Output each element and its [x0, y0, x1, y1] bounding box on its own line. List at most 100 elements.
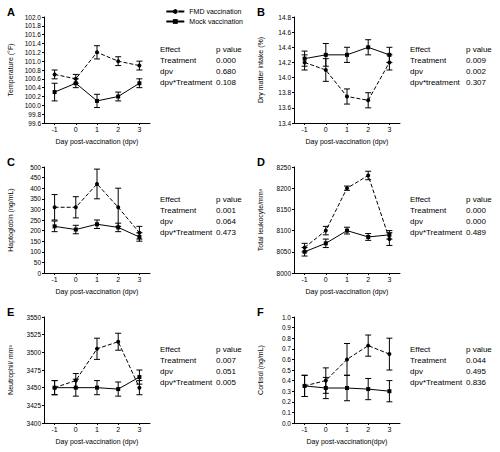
svg-text:1: 1: [95, 126, 99, 133]
svg-text:2: 2: [116, 276, 120, 283]
svg-text:Mock vaccination: Mock vaccination: [189, 18, 243, 25]
svg-text:Day post-vaccination (dpv): Day post-vaccination (dpv): [56, 138, 139, 146]
svg-text:2: 2: [116, 426, 120, 433]
svg-text:FMD vaccination: FMD vaccination: [189, 8, 241, 15]
svg-text:0.108: 0.108: [216, 78, 237, 87]
svg-text:99.6: 99.6: [28, 120, 41, 127]
svg-text:Day post-vaccination(dpv): Day post-vaccination(dpv): [307, 438, 388, 446]
svg-text:p value: p value: [216, 195, 242, 204]
svg-text:14.4: 14.4: [278, 44, 291, 51]
svg-text:100.0: 100.0: [25, 102, 42, 109]
svg-text:100: 100: [30, 248, 41, 255]
svg-text:0.307: 0.307: [466, 78, 487, 87]
svg-text:101.2: 101.2: [25, 49, 42, 56]
svg-text:3450: 3450: [27, 384, 42, 391]
svg-text:0: 0: [324, 426, 328, 433]
svg-text:Cortisol (ng/mL): Cortisol (ng/mL): [257, 345, 265, 395]
svg-text:14.2: 14.2: [278, 59, 291, 66]
svg-text:0.1: 0.1: [282, 409, 291, 416]
svg-text:3425: 3425: [27, 402, 42, 409]
svg-text:0.6: 0.6: [282, 356, 291, 363]
svg-text:150: 150: [30, 238, 41, 245]
svg-text:Total leukocyte/mm³: Total leukocyte/mm³: [257, 188, 265, 251]
svg-text:Temperature (°F): Temperature (°F): [7, 44, 15, 97]
svg-text:3: 3: [137, 276, 141, 283]
svg-text:100.4: 100.4: [25, 84, 42, 91]
svg-text:0: 0: [74, 126, 78, 133]
svg-text:0: 0: [324, 276, 328, 283]
svg-text:dpv: dpv: [410, 67, 423, 76]
svg-text:0.4: 0.4: [282, 377, 291, 384]
svg-text:8100: 8100: [277, 227, 292, 234]
svg-text:3: 3: [387, 276, 391, 283]
svg-text:p value: p value: [216, 45, 242, 54]
svg-text:101.4: 101.4: [25, 40, 42, 47]
svg-text:0: 0: [324, 126, 328, 133]
svg-text:dpv*treatment: dpv*treatment: [410, 78, 461, 87]
svg-text:0.051: 0.051: [216, 367, 237, 376]
svg-text:100.6: 100.6: [25, 75, 42, 82]
svg-text:0: 0: [74, 426, 78, 433]
svg-text:dpv: dpv: [410, 217, 423, 226]
svg-text:Effect: Effect: [160, 345, 181, 354]
svg-text:3: 3: [387, 126, 391, 133]
svg-text:Dry matter intake (%): Dry matter intake (%): [257, 37, 265, 103]
svg-text:0.009: 0.009: [466, 56, 487, 65]
svg-text:dpv: dpv: [160, 367, 173, 376]
svg-text:3: 3: [387, 426, 391, 433]
svg-text:Effect: Effect: [410, 345, 431, 354]
svg-text:1: 1: [95, 426, 99, 433]
svg-text:0.000: 0.000: [466, 206, 487, 215]
svg-text:101.0: 101.0: [25, 58, 42, 65]
svg-text:50: 50: [34, 259, 42, 266]
svg-text:13.8: 13.8: [278, 89, 291, 96]
svg-text:14.8: 14.8: [278, 14, 291, 21]
svg-text:0.007: 0.007: [216, 356, 237, 365]
svg-text:Day post-vaccination (dpv): Day post-vaccination (dpv): [56, 438, 139, 446]
svg-text:Neutrophil/ mm³: Neutrophil/ mm³: [7, 344, 15, 394]
svg-text:3: 3: [137, 426, 141, 433]
svg-text:Effect: Effect: [410, 45, 431, 54]
svg-text:Treatment: Treatment: [160, 206, 197, 215]
svg-text:dpv*Treatment: dpv*Treatment: [160, 228, 213, 237]
svg-text:-1: -1: [51, 276, 57, 283]
svg-text:8000: 8000: [277, 270, 292, 277]
svg-text:3525: 3525: [27, 331, 42, 338]
svg-text:500: 500: [30, 164, 41, 171]
svg-text:Treatment: Treatment: [160, 56, 197, 65]
svg-text:300: 300: [30, 206, 41, 213]
svg-text:200: 200: [30, 227, 41, 234]
svg-text:Haptoglobin (ng/mL): Haptoglobin (ng/mL): [7, 188, 15, 251]
svg-text:101.8: 101.8: [25, 22, 42, 29]
svg-text:450: 450: [30, 174, 41, 181]
svg-text:14.6: 14.6: [278, 29, 291, 36]
svg-text:0.000: 0.000: [216, 56, 237, 65]
svg-text:0.064: 0.064: [216, 217, 237, 226]
svg-text:Day post-vaccination (dpv): Day post-vaccination (dpv): [306, 138, 389, 146]
svg-text:3: 3: [137, 126, 141, 133]
svg-text:Day post-vaccination (dpv): Day post-vaccination (dpv): [56, 288, 139, 296]
svg-text:0.680: 0.680: [216, 67, 237, 76]
svg-text:dpv*Treatment: dpv*Treatment: [160, 78, 213, 87]
svg-text:1.0: 1.0: [282, 314, 291, 321]
svg-text:p value: p value: [466, 195, 492, 204]
svg-text:350: 350: [30, 195, 41, 202]
svg-text:8250: 8250: [277, 164, 292, 171]
svg-text:1: 1: [345, 426, 349, 433]
svg-text:Effect: Effect: [410, 195, 431, 204]
svg-text:0.8: 0.8: [282, 335, 291, 342]
svg-text:dpv: dpv: [160, 67, 173, 76]
svg-text:3475: 3475: [27, 367, 42, 374]
svg-text:Treatment: Treatment: [410, 356, 447, 365]
svg-text:p value: p value: [466, 345, 492, 354]
svg-text:Effect: Effect: [160, 195, 181, 204]
svg-text:Treatment: Treatment: [410, 56, 447, 65]
svg-text:0: 0: [74, 276, 78, 283]
svg-text:101.6: 101.6: [25, 31, 42, 38]
svg-text:1: 1: [95, 276, 99, 283]
svg-text:A: A: [7, 6, 15, 18]
svg-text:0.495: 0.495: [466, 367, 487, 376]
svg-text:F: F: [257, 306, 264, 318]
svg-text:p value: p value: [466, 45, 492, 54]
svg-text:0.0: 0.0: [282, 420, 291, 427]
